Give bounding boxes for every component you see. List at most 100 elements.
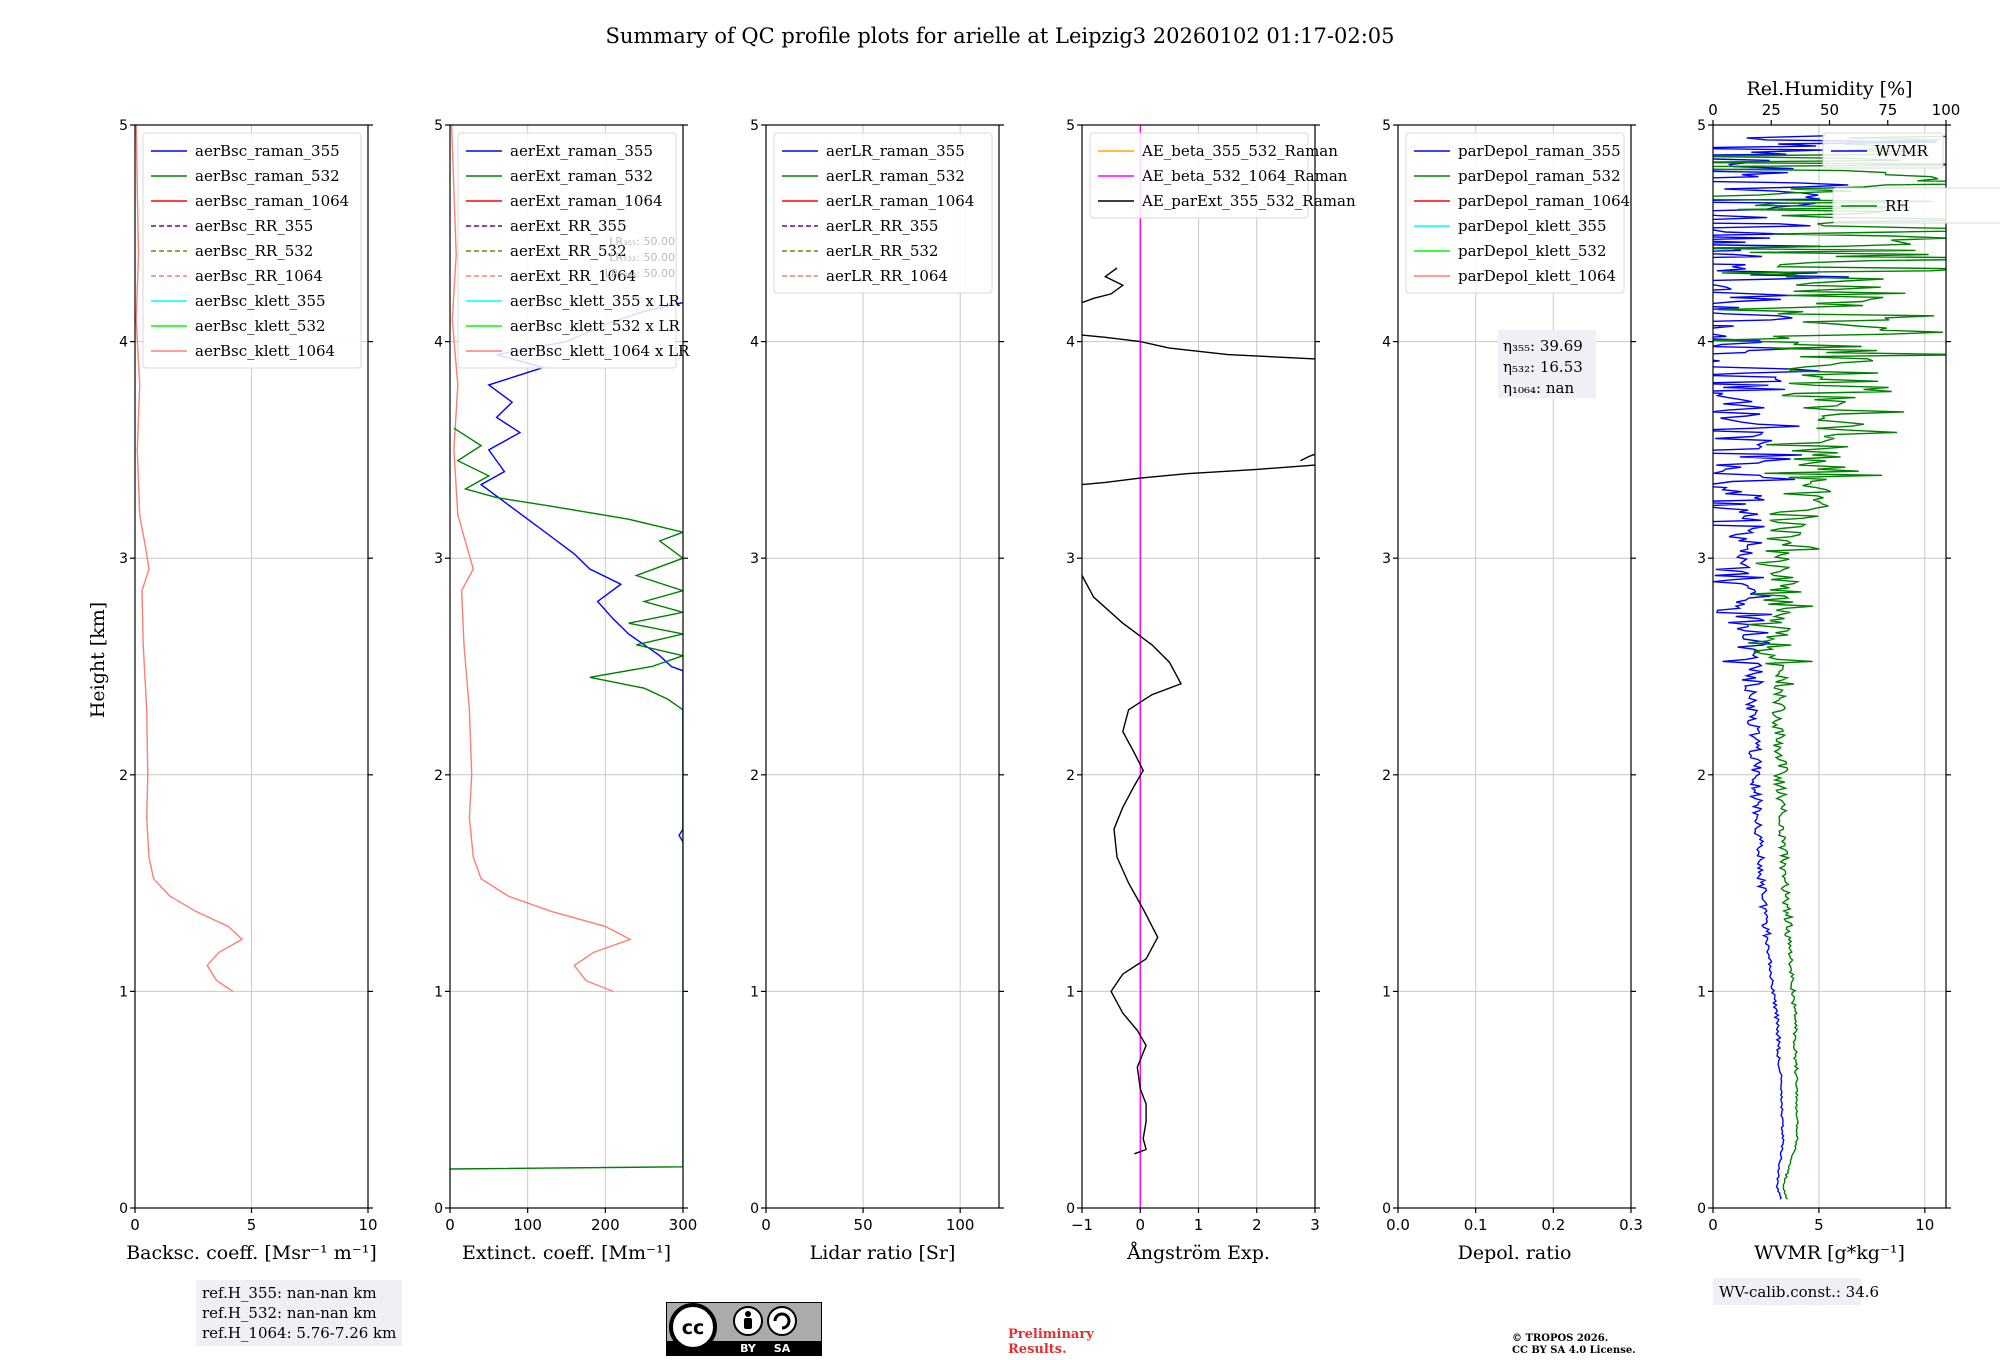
x-axis-label: WVMR [g*kg⁻¹] xyxy=(1754,1242,1905,1264)
axes-frame xyxy=(1712,124,1947,1209)
cc-by-sa-badge: cc BY SA xyxy=(666,1302,822,1356)
x-axis-label: Lidar ratio [Sr] xyxy=(810,1242,956,1264)
axes-frame xyxy=(765,124,1000,1209)
series-aerBsc_klett_1064 xyxy=(135,125,244,992)
panel-depol: 0 1 2 3 4 5 0.0 0.1 0.2 0.3 Depol. ratio parDepol_r… xyxy=(1382,118,1643,1264)
top-axis-label: Rel.Humidity [%] xyxy=(1746,78,1912,100)
y-tick-label: 5 xyxy=(1697,118,1706,134)
y-axis-label: Height [km] xyxy=(87,602,109,718)
eta-box xyxy=(1498,330,1596,398)
x-tick-label: 100 xyxy=(946,1216,975,1234)
ref-height-355: ref.H_355: nan-nan km xyxy=(202,1284,377,1302)
y-tick-label: 4 xyxy=(1697,335,1706,351)
sa-share-arrow xyxy=(773,1312,791,1330)
y-tick-label: 0 xyxy=(750,1201,759,1217)
legend-frame xyxy=(773,132,993,294)
y-tick-label: 2 xyxy=(434,768,443,784)
x-tick-label: 5 xyxy=(1814,1216,1824,1234)
legend-label: aerLR_RR_532 xyxy=(826,242,938,260)
cc-logo-text: cc xyxy=(682,1317,705,1339)
y-tick-label: 5 xyxy=(1382,118,1391,134)
legend-frame xyxy=(1089,132,1309,219)
legend-label: aerBsc_raman_532 xyxy=(195,167,340,185)
copyright-line-2: CC BY SA 4.0 License. xyxy=(1512,1345,1636,1356)
by-label: BY xyxy=(740,1342,757,1355)
calib-box xyxy=(1713,1278,1861,1305)
legend-label: parDepol_klett_1064 xyxy=(1458,267,1616,285)
x-tick-label: 200 xyxy=(591,1216,620,1234)
legend-label: parDepol_klett_355 xyxy=(1458,217,1607,235)
top-tick-label: 0 xyxy=(1708,101,1718,119)
y-tick-label: 3 xyxy=(750,551,759,567)
legend: AE_beta_355_532_Raman AE_beta_532_1064_Ra… xyxy=(1089,132,1356,219)
series-AE_parExt_355_532_Raman xyxy=(1082,334,1315,360)
y-tick-label: 2 xyxy=(750,768,759,784)
series-AE_parExt_355_532_Raman xyxy=(1082,464,1315,486)
y-tick-label: 0 xyxy=(1066,1201,1075,1217)
x-tick-label: 0 xyxy=(761,1216,771,1234)
series-RH xyxy=(1713,135,1946,1200)
lr-note: LR₁₀₆₄: 50.00 xyxy=(605,267,675,280)
legend: aerExt_raman_355 aerExt_raman_532 aerExt_r… xyxy=(457,132,690,369)
x-tick-label: 50 xyxy=(854,1216,873,1234)
y-tick-label: 2 xyxy=(119,768,128,784)
legend-label: parDepol_raman_532 xyxy=(1458,167,1621,185)
y-tick-label: 5 xyxy=(1066,118,1075,134)
copyright-note: © TROPOS 2026. CC BY SA 4.0 License. xyxy=(1512,1333,1636,1357)
x-axis-label: Backsc. coeff. [Msr⁻¹ m⁻¹] xyxy=(126,1242,377,1264)
axes-frame xyxy=(1397,124,1632,1209)
y-tick-label: 3 xyxy=(1697,551,1706,567)
x-tick-label: 0.2 xyxy=(1541,1216,1565,1234)
legend-label: aerLR_raman_355 xyxy=(826,142,965,160)
legend-frame xyxy=(457,132,677,369)
x-tick-label: 100 xyxy=(513,1216,542,1234)
lr-note: LR₃₅₅: 50.00 xyxy=(609,235,675,248)
x-axis-label: Depol. ratio xyxy=(1458,1242,1572,1264)
y-tick-label: 3 xyxy=(434,551,443,567)
x-tick-label: 0 xyxy=(130,1216,140,1234)
x-tick-label: 2 xyxy=(1252,1216,1262,1234)
y-tick-label: 0 xyxy=(119,1201,128,1217)
legend-label: aerExt_RR_1064 xyxy=(510,267,636,285)
panel-backscatter: 0 1 2 3 4 5 0 5 10 Backsc. coeff. [Msr⁻¹ m⁻¹] aerB… xyxy=(119,118,377,1264)
x-axis-label: Ångström Exp. xyxy=(1126,1242,1270,1264)
legend-label: aerLR_RR_355 xyxy=(826,217,938,235)
legend-label: aerExt_raman_1064 xyxy=(510,192,663,210)
cc-logo-icon xyxy=(669,1303,717,1351)
sa-share-icon xyxy=(767,1306,797,1336)
y-tick-label: 3 xyxy=(119,551,128,567)
eta-note: η₃₅₅: 39.69 xyxy=(1503,337,1583,355)
legend-label: AE_beta_355_532_Raman xyxy=(1141,142,1338,160)
legend-frame xyxy=(1832,187,2000,224)
series-group xyxy=(1082,125,1315,1208)
ref-height-532: ref.H_532: nan-nan km xyxy=(202,1304,377,1322)
legend: WVMR xyxy=(1822,132,1944,169)
series-group xyxy=(1713,135,1946,1200)
y-tick-label: 3 xyxy=(1066,551,1075,567)
legend-label: aerBsc_RR_1064 xyxy=(195,267,323,285)
y-tick-label: 1 xyxy=(1066,984,1075,1000)
legend-frame xyxy=(1822,132,1944,169)
y-tick-label: 4 xyxy=(1066,335,1075,351)
legend-label: aerLR_raman_1064 xyxy=(826,192,974,210)
x-tick-label: 0 xyxy=(1708,1216,1718,1234)
x-tick-label: 0 xyxy=(445,1216,455,1234)
reference-heights-box: ref.H_355: nan-nan km ref.H_532: nan-nan… xyxy=(196,1280,403,1346)
y-tick-label: 4 xyxy=(434,335,443,351)
legend-label: aerBsc_klett_355 xyxy=(195,292,326,310)
y-tick-label: 2 xyxy=(1066,768,1075,784)
top-tick-label: 50 xyxy=(1820,101,1839,119)
y-tick-label: 1 xyxy=(119,984,128,1000)
y-tick-label: 2 xyxy=(1697,768,1706,784)
copyright-line-1: © TROPOS 2026. xyxy=(1512,1333,1609,1344)
x-tick-label: 1 xyxy=(1194,1216,1204,1234)
series-AE_parExt_355_532_Raman xyxy=(1300,453,1315,462)
x-tick-label: 10 xyxy=(1915,1216,1934,1234)
preliminary-line-1: Preliminary xyxy=(1008,1327,1094,1342)
legend-label: aerBsc_klett_532 x LR xyxy=(510,317,681,335)
series-aerExt_raman_532 xyxy=(450,427,683,1170)
